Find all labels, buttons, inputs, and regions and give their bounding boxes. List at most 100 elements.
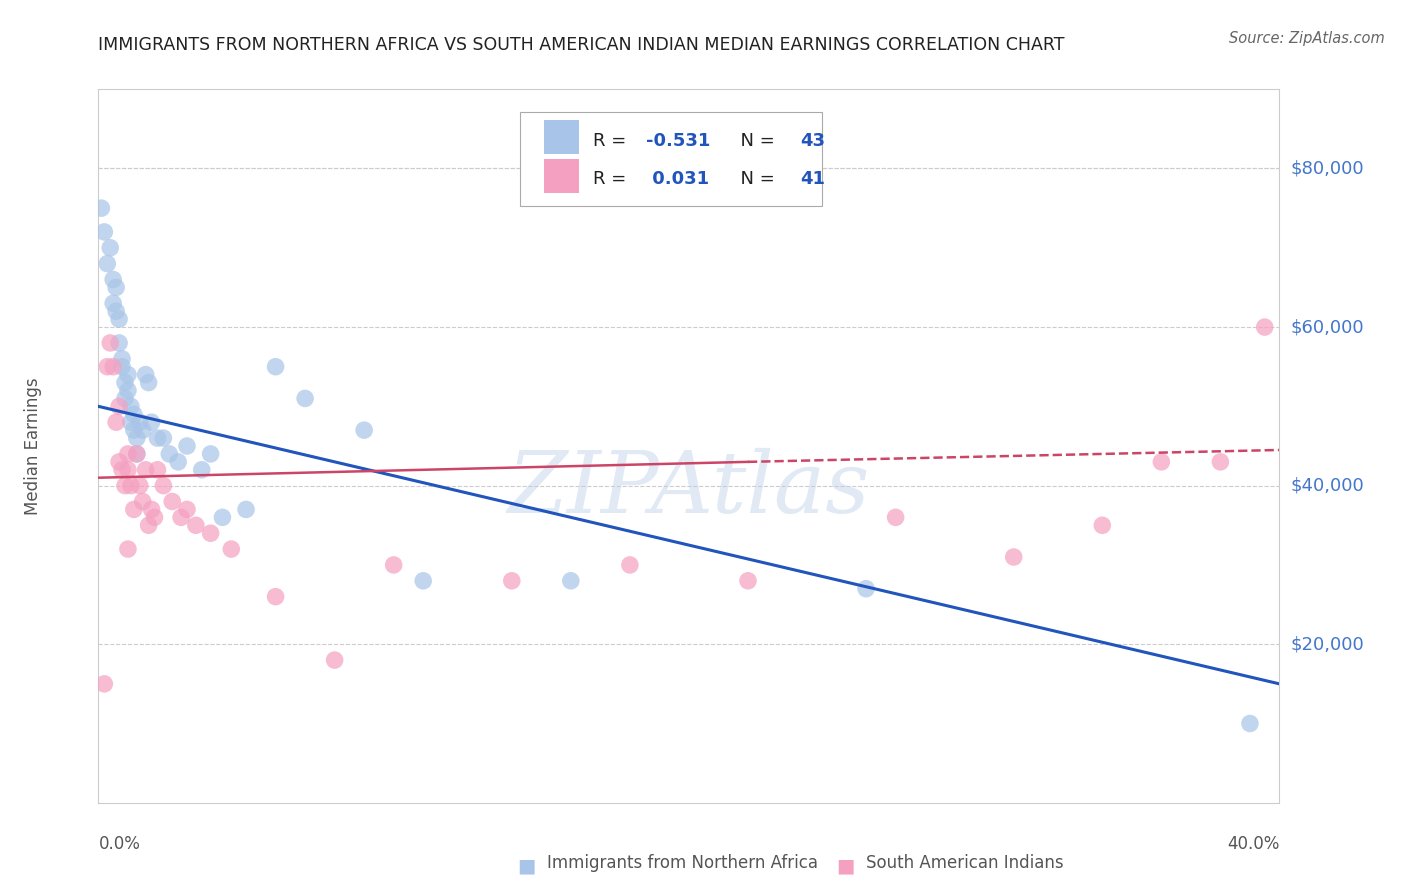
Point (117, 542, 139, 557)
Text: 0.031: 0.031 (647, 170, 710, 188)
Text: R =: R = (593, 170, 633, 188)
Point (128, 478, 150, 492)
Point (294, 392, 316, 406)
Point (1254, 320, 1277, 334)
Point (170, 510, 193, 524)
Point (103, 296, 125, 310)
Point (184, 518, 207, 533)
Point (152, 431, 174, 445)
Point (737, 574, 759, 588)
Text: Immigrants from Northern Africa: Immigrants from Northern Africa (547, 855, 818, 872)
Point (353, 423, 375, 437)
Point (108, 455, 131, 469)
Point (90, 201, 112, 215)
Point (264, 590, 287, 604)
Point (96, 359, 118, 374)
Point (105, 304, 128, 318)
Point (111, 351, 134, 366)
Point (152, 478, 174, 492)
Point (264, 359, 287, 374)
Point (98, 241, 121, 255)
Bar (544, 120, 579, 154)
Text: IMMIGRANTS FROM NORTHERN AFRICA VS SOUTH AMERICAN INDIAN MEDIAN EARNINGS CORRELA: IMMIGRANTS FROM NORTHERN AFRICA VS SOUTH… (98, 36, 1064, 54)
Text: Source: ZipAtlas.com: Source: ZipAtlas.com (1229, 31, 1385, 46)
Point (120, 478, 142, 492)
Point (93, 677, 115, 691)
Point (117, 463, 139, 477)
Point (1150, 455, 1173, 469)
Point (117, 368, 139, 382)
Point (125, 447, 148, 461)
Text: N =: N = (730, 132, 780, 150)
Point (200, 447, 222, 461)
FancyBboxPatch shape (520, 112, 823, 205)
Bar (544, 159, 579, 193)
Point (143, 510, 166, 524)
Point (200, 526, 222, 541)
Point (1239, 716, 1261, 731)
Point (93, 225, 115, 239)
Point (176, 502, 198, 516)
Text: 40.0%: 40.0% (1227, 835, 1279, 853)
Point (382, 558, 405, 572)
Text: -0.531: -0.531 (647, 132, 711, 150)
Point (114, 376, 136, 390)
Point (176, 439, 198, 453)
Point (219, 542, 242, 557)
Point (855, 582, 877, 596)
Text: 0.0%: 0.0% (98, 835, 141, 853)
Point (96, 257, 118, 271)
Point (108, 400, 131, 414)
Point (619, 558, 641, 572)
Point (138, 518, 160, 533)
Text: $20,000: $20,000 (1291, 635, 1364, 653)
Point (125, 431, 148, 445)
Point (105, 415, 128, 429)
Text: $60,000: $60,000 (1291, 318, 1364, 336)
Text: 41: 41 (800, 170, 825, 188)
Point (117, 384, 139, 398)
Point (128, 415, 150, 429)
Point (108, 312, 131, 326)
Point (1091, 518, 1114, 533)
Point (114, 392, 136, 406)
Point (412, 574, 434, 588)
Text: South American Indians: South American Indians (866, 855, 1064, 872)
Point (125, 447, 148, 461)
Point (135, 463, 157, 477)
Point (235, 502, 257, 516)
Point (560, 574, 582, 588)
Point (141, 502, 163, 516)
Point (122, 502, 145, 516)
Point (138, 376, 160, 390)
Point (108, 335, 131, 350)
Point (135, 368, 157, 382)
Point (98, 335, 121, 350)
Point (167, 455, 190, 469)
Point (1209, 455, 1232, 469)
Point (120, 415, 142, 429)
Point (211, 510, 233, 524)
Point (103, 359, 125, 374)
Text: $80,000: $80,000 (1291, 160, 1364, 178)
Text: 43: 43 (800, 132, 825, 150)
Point (111, 359, 134, 374)
Point (884, 510, 907, 524)
Point (105, 280, 128, 294)
Point (122, 407, 145, 421)
Point (323, 653, 346, 667)
Point (146, 463, 169, 477)
Point (122, 423, 145, 437)
Point (146, 431, 169, 445)
Point (162, 494, 183, 508)
Point (103, 272, 125, 286)
Text: R =: R = (593, 132, 633, 150)
Text: $40,000: $40,000 (1291, 476, 1364, 495)
Text: ■: ■ (837, 856, 855, 875)
Point (1002, 549, 1025, 564)
Point (501, 574, 523, 588)
Text: ZIPAtlas: ZIPAtlas (508, 448, 870, 530)
Point (114, 478, 136, 492)
Text: N =: N = (730, 170, 780, 188)
Text: ■: ■ (517, 856, 536, 875)
